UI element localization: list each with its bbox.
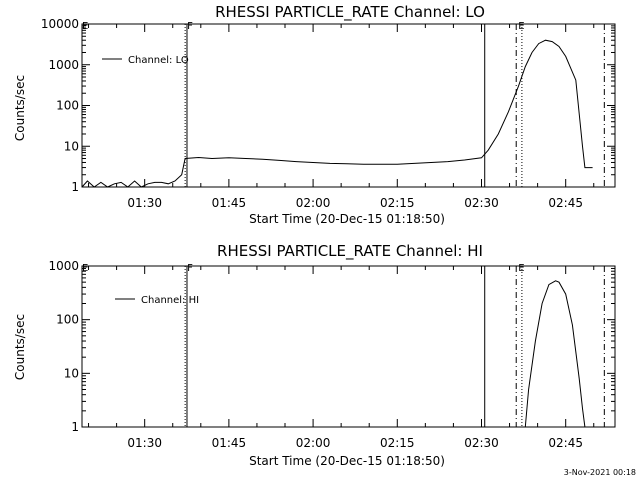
chart-title: RHESSI PARTICLE_RATE Channel: HI — [217, 242, 483, 261]
corner-marker: E — [82, 21, 88, 32]
x-axis-label: Start Time (20-Dec-15 01:18:50) — [249, 212, 445, 226]
panel-lo: RHESSI PARTICLE_RATE Channel: LO Counts/… — [13, 3, 616, 226]
x-tick-label: 02:00 — [296, 436, 331, 450]
plot-frame — [81, 265, 616, 428]
y-tick-label: 1000 — [48, 259, 79, 273]
legend-label: Channel: HI — [141, 295, 199, 306]
y-tick-label: 10 — [64, 139, 79, 153]
y-tick-label: 10000 — [41, 17, 79, 31]
panel-hi: RHESSI PARTICLE_RATE Channel: HI Counts/… — [13, 242, 616, 468]
x-axis-label: Start Time (20-Dec-15 01:18:50) — [249, 454, 445, 468]
y-tick-label: 10 — [64, 366, 79, 380]
x-tick-label: 01:30 — [127, 196, 162, 210]
event-marker: F — [187, 21, 193, 32]
y-tick-label: 100 — [56, 99, 79, 113]
event-marker: E — [518, 21, 524, 32]
y-tick-label: 1 — [71, 180, 79, 194]
x-tick-label: 02:15 — [380, 196, 415, 210]
x-tick-label: 02:45 — [548, 196, 583, 210]
chart-title: RHESSI PARTICLE_RATE Channel: LO — [215, 3, 485, 22]
x-tick-label: 02:30 — [464, 436, 499, 450]
x-tick-label: 01:30 — [127, 436, 162, 450]
x-tick-label: 02:30 — [464, 196, 499, 210]
y-tick-label: 100 — [56, 313, 79, 327]
y-axis-label: Counts/sec — [13, 314, 27, 380]
legend-label: Channel: LO — [128, 55, 189, 66]
y-axis-label: Counts/sec — [13, 75, 27, 141]
y-tick-label: 1 — [71, 420, 79, 434]
x-tick-label: 02:00 — [296, 196, 331, 210]
x-tick-label: 01:45 — [212, 196, 247, 210]
x-tick-label: 01:45 — [212, 436, 247, 450]
event-marker: F — [187, 263, 193, 274]
series-line — [81, 39, 593, 188]
series-line — [524, 280, 586, 428]
x-tick-label: 02:45 — [548, 436, 583, 450]
y-tick-label: 1000 — [48, 58, 79, 72]
timestamp: 3-Nov-2021 00:18 — [564, 468, 636, 477]
event-marker: E — [518, 263, 524, 274]
x-tick-label: 02:15 — [380, 436, 415, 450]
